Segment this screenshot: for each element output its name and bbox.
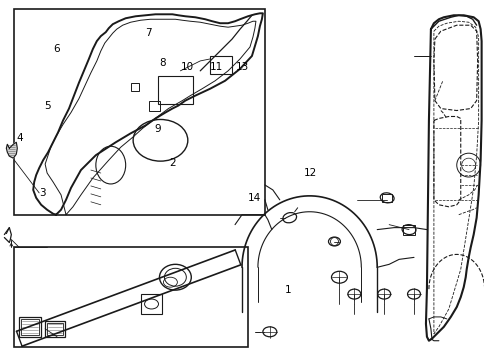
- Bar: [158, 76, 193, 104]
- Bar: [130, 83, 138, 91]
- Polygon shape: [6, 142, 17, 158]
- Bar: [381, 194, 392, 202]
- Text: 6: 6: [53, 44, 60, 54]
- Bar: [15, 9, 264, 215]
- Text: 1: 1: [285, 285, 291, 295]
- Bar: [148, 101, 160, 111]
- Text: 7: 7: [145, 28, 151, 38]
- Bar: [21, 319, 39, 335]
- Text: 5: 5: [44, 101, 50, 111]
- Text: 4: 4: [16, 133, 23, 143]
- Text: 13: 13: [235, 62, 249, 72]
- Text: 11: 11: [209, 62, 222, 72]
- Text: 10: 10: [180, 62, 193, 72]
- Text: 2: 2: [169, 157, 176, 167]
- Bar: [402, 225, 414, 235]
- Text: 3: 3: [39, 188, 45, 198]
- Bar: [210, 56, 231, 74]
- Bar: [15, 247, 247, 347]
- Bar: [45, 321, 65, 337]
- Text: 9: 9: [154, 124, 161, 134]
- Bar: [140, 294, 162, 314]
- Text: 12: 12: [303, 168, 316, 178]
- Text: 8: 8: [159, 59, 166, 69]
- Bar: [19, 317, 41, 337]
- Text: 14: 14: [247, 193, 261, 203]
- Bar: [47, 323, 63, 335]
